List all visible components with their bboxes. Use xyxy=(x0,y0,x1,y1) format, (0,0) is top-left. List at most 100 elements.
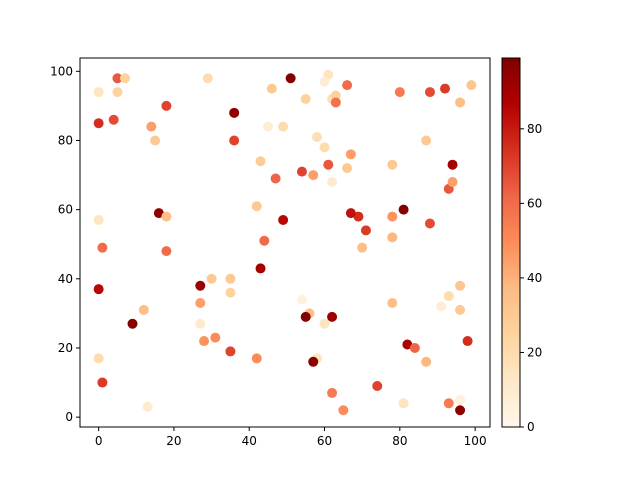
point xyxy=(338,405,349,416)
point xyxy=(455,280,466,291)
point xyxy=(263,121,274,132)
point xyxy=(319,318,330,329)
point xyxy=(153,208,164,219)
point xyxy=(387,298,398,309)
point xyxy=(161,100,172,111)
x-tick-label: 0 xyxy=(95,434,103,448)
point xyxy=(455,304,466,315)
point xyxy=(372,381,383,392)
point xyxy=(285,73,296,84)
point xyxy=(443,398,454,409)
point xyxy=(93,87,104,98)
colorbar-tick-label: 80 xyxy=(527,122,542,136)
point xyxy=(394,87,405,98)
point xyxy=(296,166,307,177)
point xyxy=(270,173,281,184)
point xyxy=(455,97,466,108)
colorbar-tick-label: 0 xyxy=(527,420,535,434)
point xyxy=(455,394,466,405)
point xyxy=(93,118,104,129)
point xyxy=(398,204,409,215)
point xyxy=(398,398,409,409)
point xyxy=(199,336,210,347)
plot-frame xyxy=(79,57,491,428)
point xyxy=(225,273,236,284)
point xyxy=(93,284,104,295)
point xyxy=(357,242,368,253)
colorbar xyxy=(502,58,520,427)
point xyxy=(93,353,104,364)
point xyxy=(330,97,341,108)
point xyxy=(195,298,206,309)
point xyxy=(327,176,338,187)
point xyxy=(150,135,161,146)
point xyxy=(447,159,458,170)
colorbar-tick-label: 40 xyxy=(527,271,542,285)
point xyxy=(443,291,454,302)
point xyxy=(255,263,266,274)
y-tick-label: 0 xyxy=(65,410,73,424)
point xyxy=(97,377,108,388)
point xyxy=(387,211,398,222)
x-tick-label: 60 xyxy=(317,434,332,448)
x-tick-label: 80 xyxy=(392,434,407,448)
point xyxy=(308,356,319,367)
point xyxy=(210,332,221,343)
point xyxy=(409,342,420,353)
point xyxy=(402,339,413,350)
point xyxy=(353,211,364,222)
point xyxy=(278,121,289,132)
point xyxy=(424,218,435,229)
point xyxy=(93,215,104,226)
point xyxy=(229,135,240,146)
point xyxy=(342,80,353,91)
point xyxy=(206,273,217,284)
point xyxy=(202,73,213,84)
point xyxy=(251,353,262,364)
point xyxy=(225,287,236,298)
point xyxy=(387,232,398,243)
point xyxy=(387,159,398,170)
point xyxy=(146,121,157,132)
point xyxy=(142,401,153,412)
point xyxy=(342,163,353,174)
point xyxy=(119,73,130,84)
point xyxy=(455,405,466,416)
point xyxy=(112,87,123,98)
point xyxy=(112,73,123,84)
point xyxy=(255,156,266,167)
x-tick-label: 40 xyxy=(242,434,257,448)
point xyxy=(108,114,119,125)
point xyxy=(127,318,138,329)
colorbar-tick-label: 60 xyxy=(527,196,542,210)
colorbar-tick-label: 20 xyxy=(527,345,542,359)
point xyxy=(251,201,262,212)
point xyxy=(229,107,240,118)
y-tick-label: 60 xyxy=(58,203,73,217)
point xyxy=(447,176,458,187)
point xyxy=(323,159,334,170)
point xyxy=(421,356,432,367)
point xyxy=(330,90,341,101)
point xyxy=(195,318,206,329)
colorbar-frame xyxy=(501,57,521,428)
point xyxy=(421,135,432,146)
point xyxy=(436,301,447,312)
point xyxy=(327,387,338,398)
point xyxy=(345,149,356,160)
point xyxy=(312,132,323,143)
point xyxy=(259,235,270,246)
point xyxy=(440,83,451,94)
x-tick-label: 20 xyxy=(166,434,181,448)
point xyxy=(360,225,371,236)
point xyxy=(319,142,330,153)
point xyxy=(138,304,149,315)
point xyxy=(225,346,236,357)
point xyxy=(97,242,108,253)
point xyxy=(161,211,172,222)
point xyxy=(308,170,319,181)
point xyxy=(161,246,172,257)
point xyxy=(466,80,477,91)
point xyxy=(345,208,356,219)
